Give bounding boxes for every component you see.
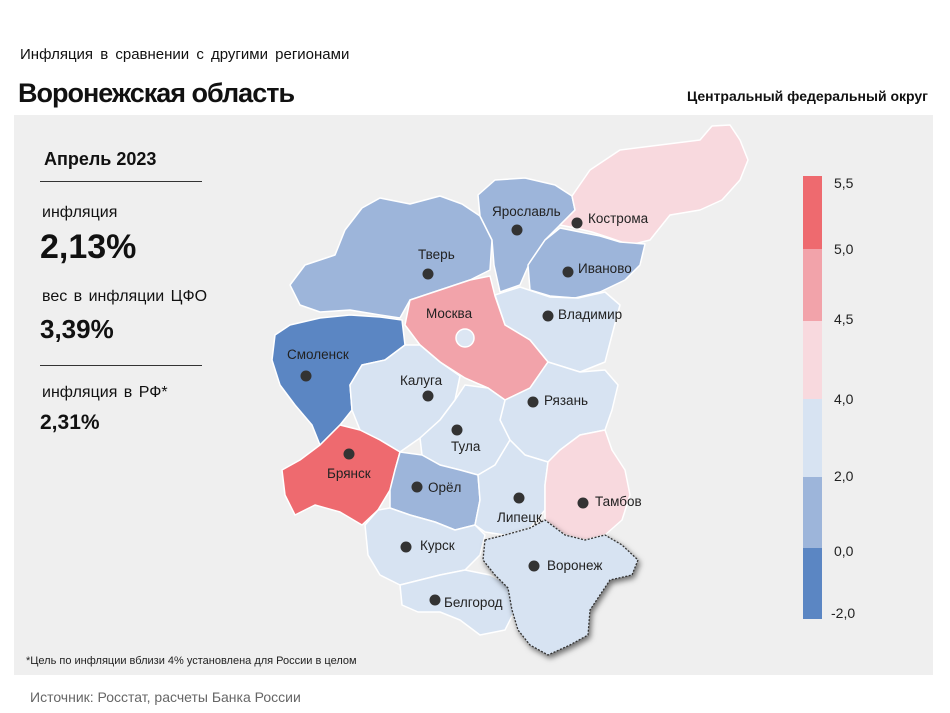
city-label-belgorod: Белгород (444, 595, 503, 610)
city-label-tambov: Тамбов (595, 494, 642, 509)
moscow-city-marker (455, 328, 475, 348)
legend-band-4.5-5 (803, 249, 822, 321)
legend-band-5-5.5 (803, 176, 822, 249)
legend-tick: 0,0 (834, 543, 854, 559)
city-label-vladimir: Владимир (558, 307, 622, 322)
region-kursk[interactable] (364, 507, 486, 586)
city-label-tula: Тула (451, 439, 481, 454)
color-legend: 5,5 5,0 4,5 4,0 2,0 0,0 -2,0 (803, 175, 855, 621)
city-marker-vladimir (542, 310, 554, 322)
divider (40, 365, 202, 366)
city-label-kaluga: Калуга (400, 373, 443, 388)
legend-band-2-4 (803, 399, 822, 477)
legend-band-4-4.5 (803, 321, 822, 399)
city-marker-belgorod (429, 594, 441, 606)
weight-label: вес в инфляции ЦФО (42, 288, 208, 305)
city-marker-tula (451, 424, 463, 436)
legend-tick: 4,5 (834, 311, 854, 327)
weight-value: 3,39% (40, 314, 114, 344)
subtitle: Инфляция в сравнении с другими регионами (20, 46, 350, 63)
city-label-ryazan: Рязань (544, 393, 588, 408)
page-title: Воронежская область (18, 78, 295, 108)
legend-band-neg (803, 548, 822, 619)
rf-inflation-label: инфляция в РФ* (42, 384, 168, 401)
divider (40, 181, 202, 182)
city-marker-voronezh (528, 560, 540, 572)
city-label-lipetsk: Липецк (497, 510, 542, 525)
city-marker-yaroslavl (511, 224, 523, 236)
city-label-kursk: Курск (420, 538, 455, 553)
legend-tick: 5,0 (834, 241, 854, 257)
city-label-kostroma: Кострома (588, 211, 649, 226)
legend-tick: 5,5 (834, 175, 854, 191)
period-label: Апрель 2023 (44, 149, 157, 169)
footnote: *Цель по инфляции вблизи 4% установлена … (26, 655, 357, 667)
region-bryansk[interactable] (281, 424, 401, 526)
city-marker-tver (422, 268, 434, 280)
legend-tick: -2,0 (831, 605, 855, 621)
district-label: Центральный федеральный округ (686, 88, 928, 104)
legend-tick: 4,0 (834, 391, 854, 407)
city-marker-bryansk (343, 448, 355, 460)
city-label-orel: Орёл (428, 480, 461, 495)
city-marker-lipetsk (513, 492, 525, 504)
city-label-bryansk: Брянск (327, 466, 371, 481)
inflation-label: инфляция (42, 204, 118, 221)
inflation-value: 2,13% (40, 228, 137, 266)
city-marker-smolensk (300, 370, 312, 382)
city-marker-ivanovo (562, 266, 574, 278)
city-label-ivanovo: Иваново (578, 261, 632, 276)
source-note: Источник: Росстат, расчеты Банка России (30, 689, 301, 705)
city-label-yaroslavl: Ярославль (492, 204, 561, 219)
region-belgorod[interactable] (399, 569, 516, 636)
legend-band-0-2 (803, 477, 822, 548)
city-marker-tambov (577, 497, 589, 509)
city-marker-kursk (400, 541, 412, 553)
region-kostroma[interactable] (559, 124, 749, 246)
city-marker-orel (411, 481, 423, 493)
city-marker-kostroma (571, 217, 583, 229)
rf-inflation-value: 2,31% (40, 411, 100, 434)
city-marker-kaluga (422, 390, 434, 402)
city-label-moskva: Москва (426, 306, 473, 321)
region-voronezh[interactable] (482, 519, 639, 656)
city-label-voronezh: Воронеж (547, 558, 602, 573)
city-label-smolensk: Смоленск (287, 347, 349, 362)
city-marker-ryazan (527, 396, 539, 408)
city-label-tver: Тверь (418, 247, 455, 262)
legend-tick: 2,0 (834, 468, 854, 484)
